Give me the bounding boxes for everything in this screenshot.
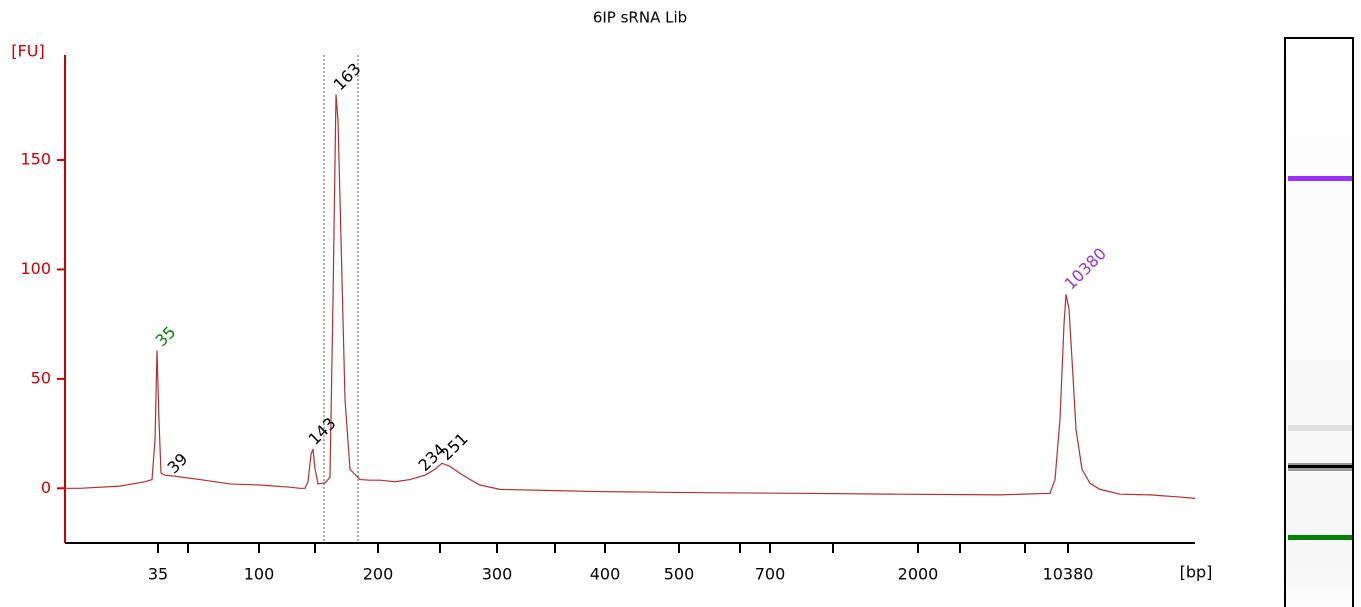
x-tick-label: 300 — [482, 565, 513, 584]
x-tick-label: 35 — [148, 565, 168, 584]
peak-label: 143 — [305, 414, 340, 449]
y-tick-label: 0 — [41, 478, 51, 497]
chart-title: 6IP sRNA Lib — [593, 9, 687, 27]
band — [1288, 465, 1352, 468]
gel-lane — [1284, 37, 1354, 607]
trace — [65, 94, 1196, 499]
band — [1288, 176, 1352, 181]
x-tick-label: 2000 — [898, 565, 939, 584]
x-tick-label: 10380 — [1043, 565, 1094, 584]
x-axis-label: [bp] — [1180, 563, 1213, 582]
peak-label: 10380 — [1061, 244, 1110, 293]
x-tick-label: 100 — [244, 565, 275, 584]
lane-frame — [1284, 37, 1354, 607]
x-tick-label: 500 — [664, 565, 695, 584]
peak-label: 163 — [330, 59, 365, 94]
y-tick-label: 150 — [20, 150, 51, 169]
x-tick-label: 400 — [590, 565, 621, 584]
y-axis-label: [FU] — [11, 42, 44, 61]
peak-label: 35 — [152, 322, 180, 350]
y-tick-label: 50 — [31, 368, 51, 387]
peak-label: 39 — [164, 449, 192, 477]
x-tick-label: 700 — [755, 565, 786, 584]
band — [1288, 535, 1352, 540]
band — [1288, 425, 1352, 431]
x-tick-label: 200 — [363, 565, 394, 584]
y-tick-label: 100 — [20, 259, 51, 278]
